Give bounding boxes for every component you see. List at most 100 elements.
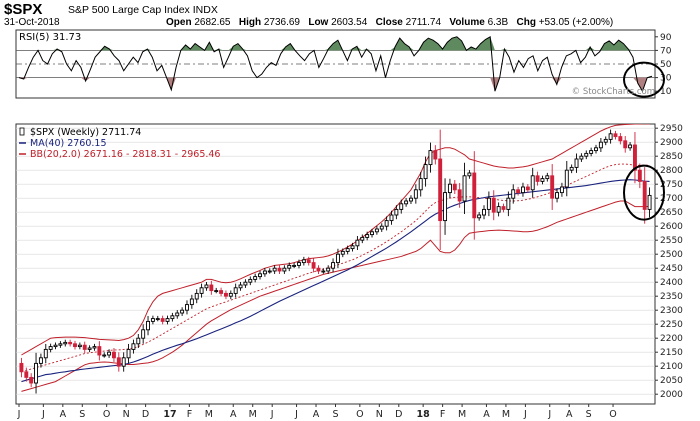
candle-body [555, 192, 560, 199]
candle-body [175, 312, 180, 317]
candle-body [632, 144, 637, 171]
candle-body [68, 341, 73, 345]
rsi-frame [15, 29, 656, 99]
candle-body [637, 169, 642, 182]
candle-body [516, 189, 521, 194]
candle-body [326, 267, 331, 272]
time-axis-label: F [440, 409, 445, 420]
candle-body [155, 318, 160, 321]
price-tick-label: 2400 [660, 278, 683, 288]
price-tick-label: 2850 [660, 152, 683, 162]
candle-body [29, 376, 34, 384]
candle-body [262, 270, 267, 275]
high-value: 2736.69 [263, 17, 300, 28]
high-label: High [238, 17, 262, 28]
candle-body [559, 186, 564, 194]
time-axis-label: D [142, 409, 149, 420]
candle-body [63, 341, 68, 345]
candle-body [248, 278, 253, 283]
chg-value: +53.05 (+2.00%) [538, 17, 614, 28]
candle-body [180, 309, 185, 314]
quote-strip: Open 2682.65 High 2736.69 Low 2603.54 Cl… [166, 17, 613, 28]
price-tick-label: 2950 [660, 124, 683, 134]
candle-body [379, 225, 384, 230]
time-axis-label: O [356, 409, 363, 420]
chart-date: 31-Oct-2018 [4, 17, 60, 28]
price-tick-label: 2650 [660, 208, 683, 218]
time-axis-label: S [586, 409, 592, 420]
candle-body [199, 287, 204, 294]
candle-body [87, 347, 92, 350]
exchange-label: INDX [192, 4, 218, 16]
candle-body [292, 264, 297, 267]
candle-body [525, 186, 530, 191]
low-label: Low [308, 17, 329, 28]
symbol-title: $SPX [4, 1, 43, 18]
volume-value: 6.3B [487, 17, 509, 28]
price-highlight-circle [623, 164, 665, 221]
price-panel: 2000 2050 2100 2150 2200 2250 2300 2350 2400 2450… [15, 123, 683, 405]
candle-body [223, 292, 228, 297]
candle-body [214, 290, 219, 293]
candle-body [34, 362, 39, 384]
candle-body [540, 178, 545, 182]
candle-body [335, 253, 340, 264]
security-name: S&P 500 Large Cap Index [68, 4, 190, 16]
candle-body [48, 346, 53, 350]
candle-body [623, 140, 628, 149]
time-axis-label: J [523, 409, 527, 420]
time-axis-label: O [609, 409, 616, 420]
time-axis-label: J [270, 409, 274, 420]
candle-body [340, 250, 345, 255]
time-axis: J J A S O N D 17 F M A M J J A S O N D 18 F M A M J J A S O [17, 404, 617, 420]
candle-body [501, 206, 506, 210]
candle-body [267, 270, 272, 273]
candle-body [82, 344, 87, 350]
candle-body [311, 262, 316, 269]
bb-middle-band [21, 163, 650, 373]
close-label: Close [375, 17, 403, 28]
candle-body [258, 273, 262, 278]
candle-body [589, 150, 594, 154]
candle-body [389, 214, 394, 222]
candle-body [462, 175, 467, 202]
candle-body [165, 318, 170, 322]
time-axis-label: 17 [163, 409, 176, 420]
rsi-highlight-circle [623, 61, 665, 98]
price-tick-label: 2500 [660, 250, 683, 260]
price-tick-label: 2550 [660, 236, 683, 246]
price-tick-label: 2100 [660, 362, 683, 372]
candle-body [58, 343, 63, 346]
rsi-tick-label: 90 [660, 33, 672, 43]
price-tick-label: 2750 [660, 180, 683, 190]
candle-body [384, 220, 389, 227]
bb-upper-band [21, 124, 650, 356]
time-axis-label: O [103, 409, 110, 420]
candle-body [243, 281, 248, 286]
time-axis-label: S [332, 409, 338, 420]
price-tick-label: 2300 [660, 306, 683, 316]
candle-body [287, 264, 292, 269]
time-axis-label: M [249, 409, 257, 420]
candle-body [77, 344, 82, 348]
candle-body [238, 284, 243, 289]
candle-body [642, 180, 647, 210]
candle-body [131, 343, 136, 350]
open-label: Open [166, 17, 192, 28]
candle-body [374, 228, 379, 233]
candle-body [73, 343, 77, 348]
candle-body [24, 371, 29, 378]
candle-body [136, 337, 141, 345]
price-tick-label: 2150 [660, 348, 683, 358]
candle-body [297, 262, 301, 266]
candle-body [272, 267, 277, 272]
rsi-tick-label: 70 [660, 46, 672, 56]
candle-body [189, 298, 194, 306]
time-axis-label: A [60, 409, 67, 420]
candle-body [447, 183, 452, 194]
candle-body [530, 175, 535, 191]
candle-body [506, 197, 511, 210]
candle-body [394, 208, 399, 216]
candle-body [564, 169, 569, 188]
candle-body [111, 351, 116, 359]
